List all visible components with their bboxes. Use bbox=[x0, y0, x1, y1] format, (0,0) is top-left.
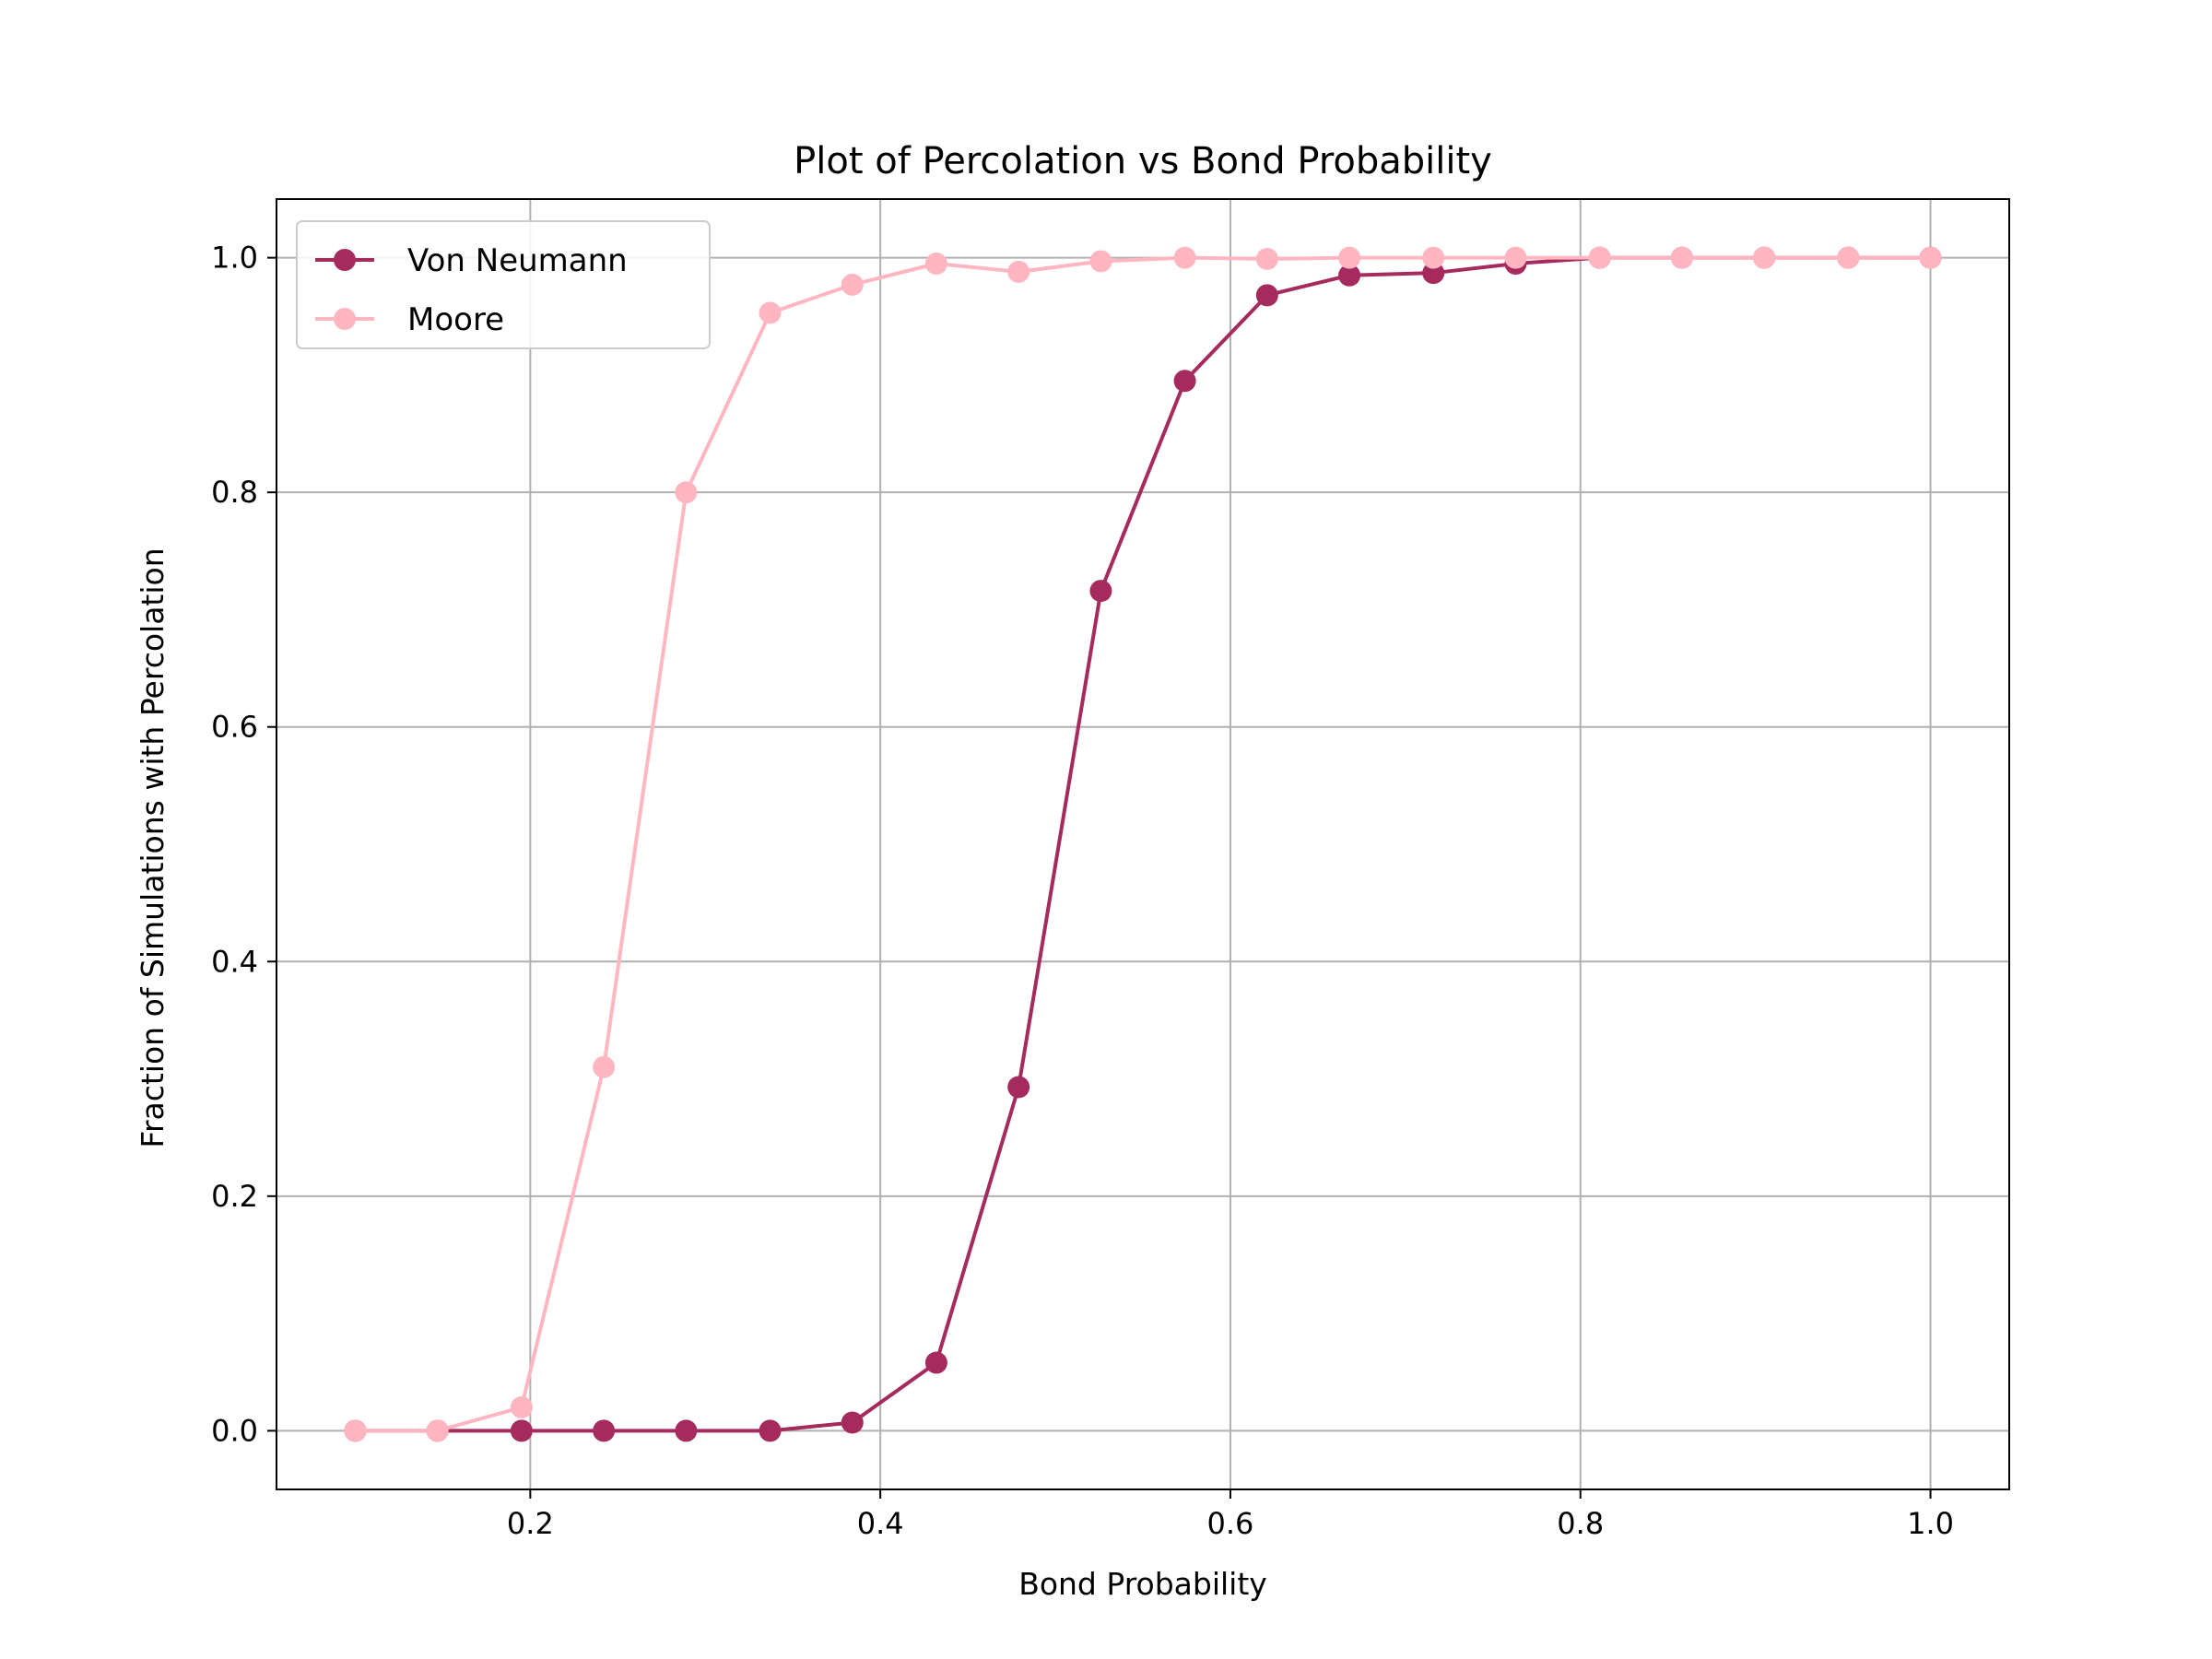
data-point bbox=[1837, 246, 1860, 269]
data-point bbox=[675, 481, 698, 504]
data-point bbox=[344, 1419, 367, 1442]
data-point bbox=[426, 1419, 449, 1442]
data-point bbox=[924, 1351, 947, 1374]
x-tick-label: 0.4 bbox=[857, 1506, 904, 1541]
data-point bbox=[841, 273, 864, 296]
plot-frame bbox=[276, 198, 2010, 1490]
data-point bbox=[1007, 260, 1030, 283]
x-tick-label: 0.8 bbox=[1557, 1506, 1604, 1541]
y-tick-label: 0.0 bbox=[211, 1413, 258, 1448]
legend-box bbox=[296, 220, 711, 349]
chart-title: Plot of Percolation vs Bond Probability bbox=[794, 140, 1492, 182]
data-point bbox=[1422, 262, 1445, 285]
data-point bbox=[1338, 264, 1361, 287]
data-point bbox=[510, 1395, 533, 1418]
axes: 0.2 0.4 0.6 0.8 1.0 0.0 0.2 0.4 0.6 0.8 1.0 bbox=[211, 241, 1954, 1541]
data-point bbox=[1422, 246, 1445, 269]
y-tick-label: 1.0 bbox=[211, 241, 258, 276]
data-point bbox=[1089, 250, 1112, 273]
x-axis-label: Bond Probability bbox=[1018, 1566, 1267, 1602]
data-point bbox=[1255, 247, 1278, 270]
data-point bbox=[1173, 246, 1196, 269]
y-tick-label: 0.8 bbox=[211, 475, 258, 510]
data-point bbox=[593, 1419, 616, 1442]
data-point bbox=[1588, 246, 1611, 269]
data-point bbox=[1338, 246, 1361, 269]
legend-item: Von Neumann bbox=[315, 242, 628, 279]
data-point bbox=[1753, 246, 1776, 269]
data-point bbox=[675, 1419, 698, 1442]
data-point bbox=[1919, 246, 1942, 269]
y-tick-label: 0.4 bbox=[211, 944, 258, 979]
x-tick-label: 1.0 bbox=[1907, 1506, 1954, 1541]
series-moore bbox=[344, 246, 1942, 1442]
legend: Von Neumann Moore bbox=[296, 220, 711, 349]
data-point bbox=[593, 1055, 616, 1078]
data-point bbox=[1007, 1076, 1030, 1099]
data-point bbox=[1089, 580, 1112, 603]
data-point bbox=[841, 1411, 864, 1434]
data-point bbox=[1173, 370, 1196, 393]
series-line bbox=[355, 255, 1931, 1433]
y-axis-label: Fraction of Simulations with Percolation bbox=[135, 547, 171, 1147]
data-point bbox=[1670, 246, 1693, 269]
legend-label: Von Neumann bbox=[407, 242, 628, 279]
x-tick-label: 0.2 bbox=[507, 1506, 554, 1541]
data-point bbox=[759, 301, 782, 324]
legend-marker bbox=[334, 249, 356, 271]
x-tick-label: 0.6 bbox=[1207, 1506, 1254, 1541]
legend-marker bbox=[334, 308, 356, 330]
data-point bbox=[759, 1419, 782, 1442]
data-point bbox=[1504, 246, 1527, 269]
data-point bbox=[924, 253, 947, 275]
series-layer bbox=[344, 246, 1942, 1442]
data-point bbox=[1255, 284, 1278, 307]
y-tick-label: 0.2 bbox=[211, 1179, 258, 1214]
y-tick-label: 0.6 bbox=[211, 710, 258, 745]
legend-label: Moore bbox=[407, 301, 504, 338]
data-point bbox=[510, 1419, 533, 1442]
legend-item: Moore bbox=[315, 301, 504, 338]
